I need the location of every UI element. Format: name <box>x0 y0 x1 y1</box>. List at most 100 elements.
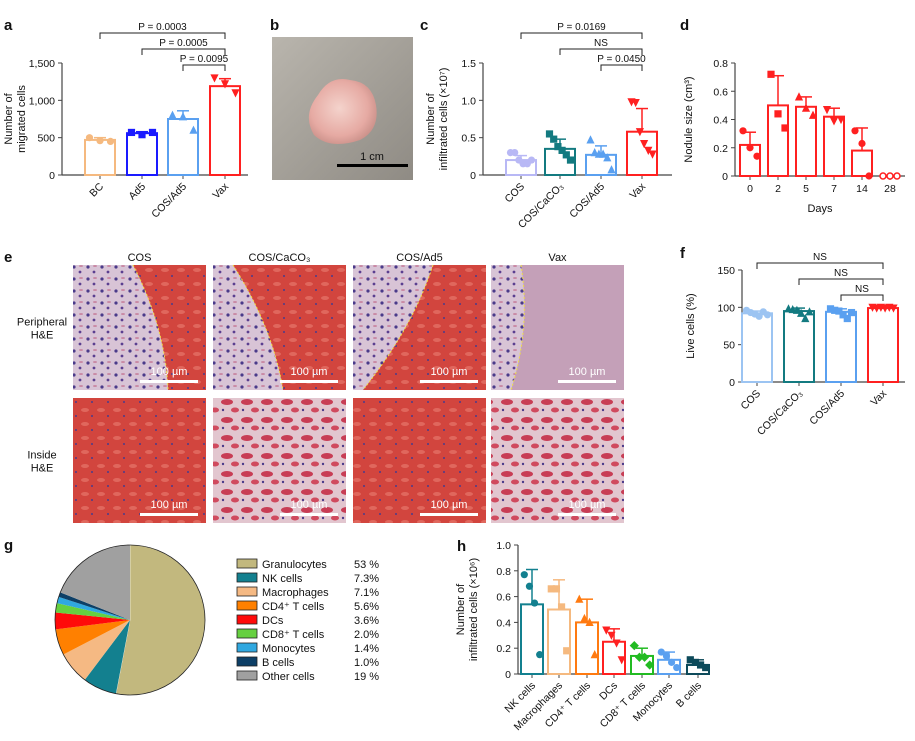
data-point <box>127 128 136 137</box>
legend-label: Monocytes <box>262 643 316 655</box>
legend-value: 19 % <box>354 671 379 683</box>
legend-label: NK cells <box>262 573 303 585</box>
pie-slice <box>84 620 130 694</box>
significance-bracket <box>600 64 643 71</box>
data-point <box>822 106 832 115</box>
x-tick-label: 0 <box>747 183 753 195</box>
boundary-line <box>232 264 284 391</box>
y-tick-label: 0 <box>470 170 476 182</box>
legend-swatch <box>236 670 258 681</box>
scale-bar-label: 100 µm <box>431 499 468 511</box>
data-point <box>552 585 561 593</box>
pie-slice <box>56 596 130 620</box>
panel-b: b 1 cm <box>270 17 413 180</box>
data-point <box>739 127 747 135</box>
data-point <box>566 156 575 164</box>
data-point <box>639 652 650 662</box>
data-point <box>767 70 775 78</box>
significance-bracket <box>141 48 226 55</box>
column-label: COS/Ad5 <box>396 252 442 264</box>
data-point <box>801 103 811 112</box>
y-tick-label: 0.6 <box>496 592 511 604</box>
data-point <box>530 599 539 607</box>
bar <box>84 138 116 176</box>
bar <box>823 115 845 178</box>
data-point <box>753 152 761 160</box>
bar <box>867 307 899 383</box>
data-point <box>96 137 104 145</box>
data-point <box>635 128 644 137</box>
scale-bar-label: 1 cm <box>360 151 384 163</box>
x-tick-label: B cells <box>674 680 704 710</box>
bar <box>575 621 599 676</box>
micrograph <box>213 398 346 523</box>
x-tick-label: COS/Ad5 <box>149 181 189 221</box>
data-point <box>893 172 901 180</box>
boundary-line <box>362 264 434 391</box>
y-tick-label: 50 <box>723 340 735 352</box>
legend-value: 1.4% <box>354 643 379 655</box>
legend-swatch <box>236 642 258 653</box>
scale-bar <box>558 513 616 516</box>
scale-bar-label: 100 µm <box>569 366 606 378</box>
y-axis-label: Nodule size (cm³) <box>683 76 695 162</box>
y-axis-label: infiltrated cells (×10⁶) <box>468 558 480 661</box>
significance-label: P = 0.0450 <box>597 54 646 65</box>
data-point <box>231 89 240 98</box>
data-point <box>220 80 230 89</box>
significance-bracket <box>520 32 643 39</box>
column-label: COS <box>128 252 152 264</box>
pie-outline <box>54 544 206 696</box>
panel-h: h 0 0.2 0.4 0.6 0.8 1.0 Number of infiltrated ce… <box>455 538 710 733</box>
panel-e: e COS COS/CaCO₃ COS/Ad5 VaxPeripheralH&EIns… <box>4 249 624 523</box>
data-point <box>558 146 566 154</box>
y-tick-label: 1.0 <box>496 540 511 552</box>
significance-bracket <box>182 64 226 71</box>
legend-swatch <box>236 656 258 667</box>
y-tick-label: 0 <box>49 170 55 182</box>
data-point <box>536 651 544 659</box>
panel-label-d: d <box>680 17 689 34</box>
scale-bar <box>420 380 478 383</box>
legend-label: CD8⁺ T cells <box>262 629 325 641</box>
bar <box>825 310 857 383</box>
data-point <box>586 135 595 144</box>
y-tick-label: 1.0 <box>461 95 476 107</box>
micrograph-tumor-region <box>233 265 346 390</box>
micrograph <box>491 398 624 523</box>
data-point <box>545 130 554 138</box>
panel-label-e: e <box>4 249 12 266</box>
x-tick-label: COS <box>739 388 764 413</box>
data-point <box>702 663 710 672</box>
y-tick-label: 150 <box>717 265 735 277</box>
scale-bar-label: 100 µm <box>151 499 188 511</box>
data-point <box>554 143 562 151</box>
y-axis-label: Number of <box>455 583 467 635</box>
x-tick-label: 28 <box>884 183 896 195</box>
legend-value: 2.0% <box>354 629 379 641</box>
x-tick-label: DCs <box>597 680 620 703</box>
data-point <box>794 92 804 101</box>
panel-label-g: g <box>4 537 13 554</box>
data-point <box>85 134 94 142</box>
panel-c: c 0 0.5 1.0 1.5 Number of infiltrated cells (×… <box>420 17 672 231</box>
data-point <box>831 306 839 314</box>
bar <box>851 149 873 177</box>
scale-bar <box>140 513 198 516</box>
row-label: Peripheral <box>17 317 67 329</box>
panel-label-b: b <box>270 17 279 34</box>
scale-bar <box>140 380 198 383</box>
bar <box>783 310 815 384</box>
pie-slice <box>60 545 130 620</box>
pie-slice <box>63 620 130 680</box>
x-tick-label: 5 <box>803 183 809 195</box>
data-point <box>843 314 851 323</box>
x-tick-label: BC <box>87 180 106 199</box>
x-tick-label: COS/Ad5 <box>567 181 607 221</box>
data-point <box>774 110 782 118</box>
scale-bar <box>337 164 408 167</box>
panel-label-f: f <box>680 245 686 262</box>
data-point <box>563 647 571 655</box>
data-point <box>178 112 188 121</box>
data-point <box>781 124 789 132</box>
